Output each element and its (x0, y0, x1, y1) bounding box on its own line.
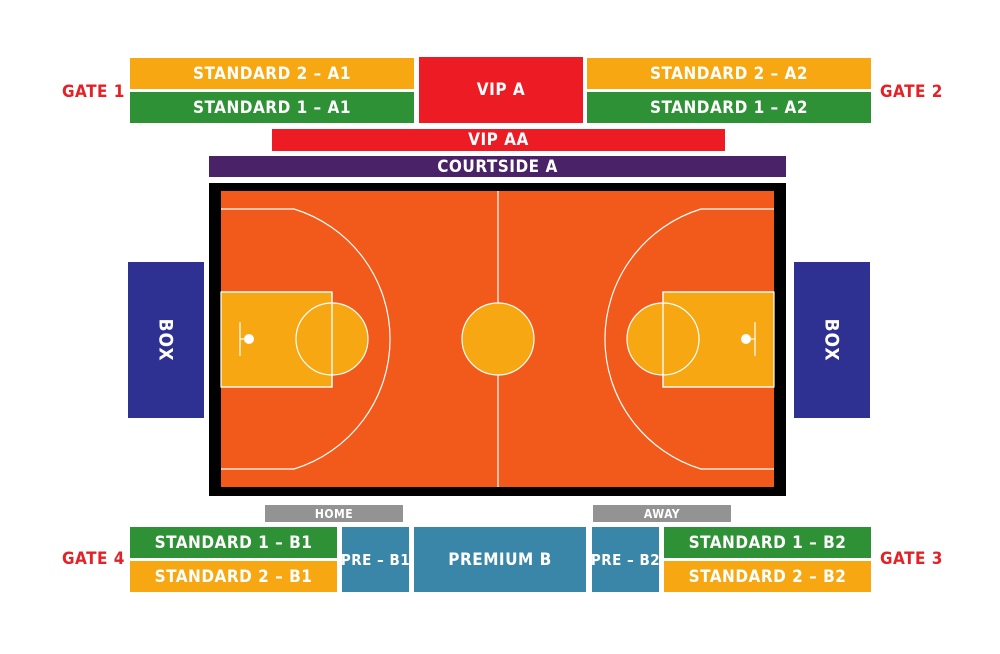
gate-1-label: GATE 1 (62, 82, 125, 102)
gate-4-label: GATE 4 (62, 549, 125, 569)
home-bench: HOME (265, 505, 403, 522)
section-pre-b2[interactable]: PRE – B2 (591, 527, 660, 592)
gate-2-label: GATE 2 (880, 82, 943, 102)
box-right-label: BOX (821, 318, 843, 362)
three-point-line-right (604, 208, 774, 470)
court-drawing (209, 183, 786, 496)
section-standard-1-a1[interactable]: STANDARD 1 – A1 (130, 92, 414, 123)
section-box-right[interactable]: BOX (794, 262, 870, 418)
section-premium-b[interactable]: PREMIUM B (414, 527, 586, 592)
hoop-right (741, 334, 751, 344)
section-standard-1-a2[interactable]: STANDARD 1 – A2 (587, 92, 871, 123)
court-lines (220, 191, 775, 487)
section-standard-2-a2[interactable]: STANDARD 2 – A2 (587, 58, 871, 89)
gate-3-label: GATE 3 (880, 549, 943, 569)
three-point-line-left (221, 208, 391, 470)
section-pre-b1[interactable]: PRE – B1 (341, 527, 410, 592)
section-box-left[interactable]: BOX (128, 262, 204, 418)
box-left-label: BOX (155, 318, 177, 362)
section-standard-2-b1[interactable]: STANDARD 2 – B1 (130, 561, 337, 592)
section-standard-1-b1[interactable]: STANDARD 1 – B1 (130, 527, 337, 558)
section-standard-2-b2[interactable]: STANDARD 2 – B2 (664, 561, 871, 592)
basketball-court (209, 183, 786, 496)
section-standard-1-b2[interactable]: STANDARD 1 – B2 (664, 527, 871, 558)
hoop-left (244, 334, 254, 344)
section-courtside-a[interactable]: COURTSIDE A (209, 156, 786, 177)
section-standard-2-a1[interactable]: STANDARD 2 – A1 (130, 58, 414, 89)
away-bench: AWAY (593, 505, 731, 522)
section-vip-a[interactable]: VIP A (419, 57, 583, 123)
section-vip-aa[interactable]: VIP AA (272, 129, 725, 151)
center-circle (461, 302, 535, 376)
